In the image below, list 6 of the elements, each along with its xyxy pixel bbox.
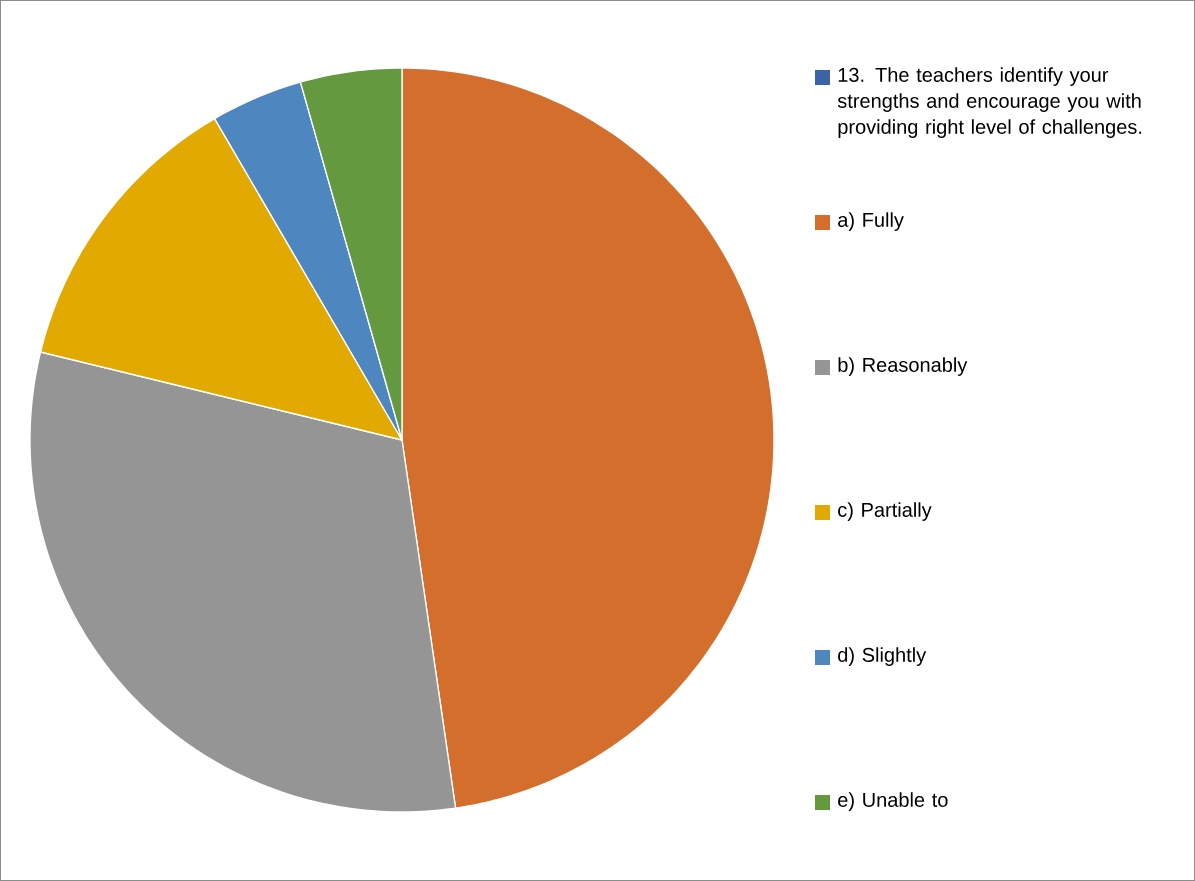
legend-label: c) Partially (838, 502, 932, 521)
legend-label: b) Reasonably (838, 357, 968, 376)
legend-label: a) Fully (838, 212, 904, 231)
legend-label: e) Unable to (838, 792, 948, 811)
legend-label: d) Slightly (838, 647, 927, 666)
legend-label: 13. The teachers identify your strengths and encourage you with providing right level of challenges. (837, 67, 1142, 138)
